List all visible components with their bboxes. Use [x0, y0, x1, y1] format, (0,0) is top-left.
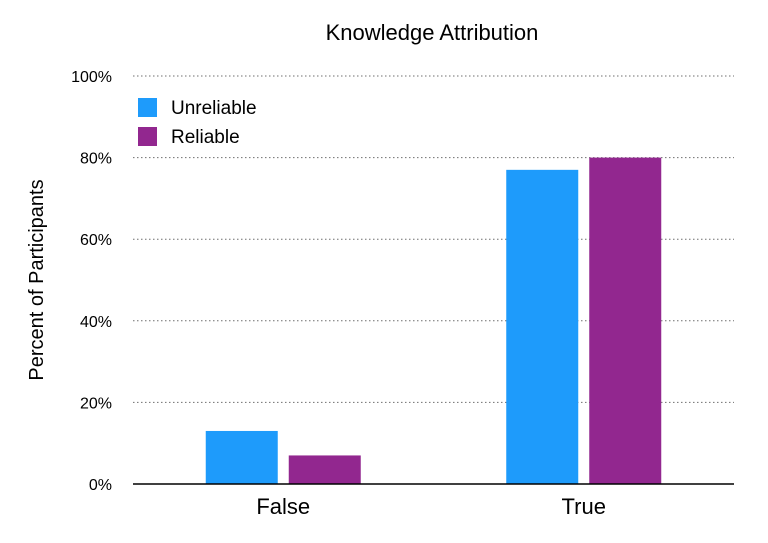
- x-tick-label: False: [256, 494, 310, 519]
- x-tick-label: True: [562, 494, 606, 519]
- bars: [205, 157, 662, 484]
- legend: Unreliable Reliable: [138, 98, 257, 148]
- bar-reliable-true: [589, 157, 662, 484]
- legend-swatch: [138, 98, 157, 117]
- y-tick-label: 100%: [71, 69, 112, 86]
- y-tick-label: 0%: [89, 477, 112, 494]
- legend-swatch: [138, 127, 157, 146]
- bar-unreliable-false: [205, 430, 278, 484]
- bar-reliable-false: [288, 455, 361, 484]
- legend-label: Reliable: [171, 127, 240, 148]
- legend-label: Unreliable: [171, 98, 257, 119]
- y-tick-label: 80%: [80, 151, 112, 168]
- y-tick-label: 20%: [80, 395, 112, 412]
- bar-unreliable-true: [506, 169, 579, 484]
- x-axis-ticks: False True: [256, 494, 606, 519]
- y-axis-ticks: 0% 20% 40% 60% 80% 100%: [71, 69, 112, 494]
- chart-title: Knowledge Attribution: [326, 20, 539, 45]
- y-axis-label: Percent of Participants: [26, 179, 48, 380]
- y-tick-label: 40%: [80, 314, 112, 331]
- y-tick-label: 60%: [80, 232, 112, 249]
